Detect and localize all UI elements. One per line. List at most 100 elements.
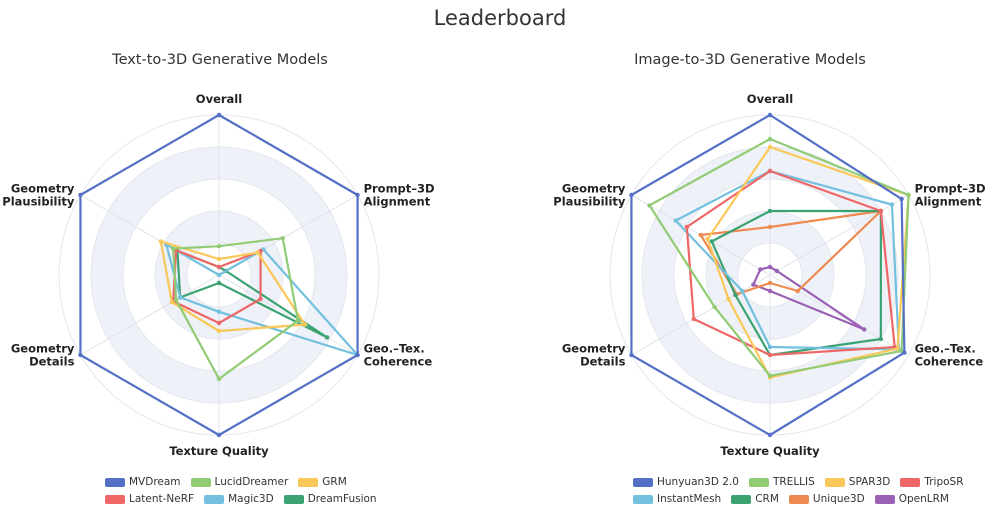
data-point[interactable] [906,192,911,198]
data-point[interactable] [302,322,308,327]
data-point[interactable] [767,112,773,118]
legend-item-crm[interactable]: CRM [731,493,779,505]
data-point[interactable] [169,300,175,305]
data-point[interactable] [158,239,164,244]
data-point[interactable] [767,288,773,294]
data-point[interactable] [767,168,773,174]
axis-label-line: Overall [747,92,793,106]
legend-item-hunyuan3d-2-0[interactable]: Hunyuan3D 2.0 [633,476,739,488]
data-point[interactable] [862,327,867,332]
legend-swatch [633,477,653,487]
data-point[interactable] [171,246,176,251]
legend-item-openlrm[interactable]: OpenLRM [874,493,949,505]
legend-item-luciddreamer[interactable]: LucidDreamer [190,476,288,488]
data-point[interactable] [751,282,756,287]
data-point[interactable] [216,376,222,382]
data-point[interactable] [216,112,222,118]
data-point[interactable] [895,346,900,351]
data-point[interactable] [355,192,360,198]
data-point[interactable] [629,352,634,358]
data-point[interactable] [712,304,717,310]
legend-item-magic3d[interactable]: Magic3D [204,493,274,505]
data-point[interactable] [295,318,301,323]
data-point[interactable] [78,192,83,198]
data-point[interactable] [78,352,83,358]
data-point[interactable] [629,192,634,198]
data-point[interactable] [709,239,715,244]
data-point[interactable] [673,218,678,223]
axis-label-line: Geometry [11,182,75,196]
data-point[interactable] [767,224,773,230]
data-point[interactable] [758,267,763,272]
legend-item-grm[interactable]: GRM [298,476,347,488]
series-grm[interactable] [158,239,308,334]
data-point[interactable] [684,224,690,230]
legend-swatch [900,477,921,487]
data-point[interactable] [767,373,773,378]
data-point[interactable] [767,136,773,142]
data-point[interactable] [216,432,222,438]
data-point[interactable] [216,256,222,262]
data-point[interactable] [767,280,773,286]
series-triposr[interactable] [684,168,897,358]
legend-item-unique3d[interactable]: Unique3D [788,493,865,505]
legend-item-trellis[interactable]: TRELLIS [748,476,815,488]
data-point[interactable] [733,292,738,298]
legend-swatch [298,477,319,487]
data-point[interactable] [178,295,183,300]
data-point[interactable] [795,288,800,294]
radar-axis-line [769,274,909,356]
legend-item-mvdream[interactable]: MVDream [105,476,181,488]
data-point[interactable] [216,320,222,326]
data-point[interactable] [767,344,773,350]
data-point[interactable] [647,203,652,208]
legend-label: TRELLIS [772,476,815,488]
data-point[interactable] [216,280,222,286]
data-point[interactable] [878,336,884,342]
data-point[interactable] [280,236,285,241]
axis-label-overall: Overall [196,92,242,106]
axis-label-geometry-details: Geometry Details [562,342,626,369]
data-point[interactable] [726,296,731,302]
data-point[interactable] [216,272,222,278]
data-point[interactable] [774,268,780,274]
legend-item-dreamfusion[interactable]: DreamFusion [283,493,377,505]
legend-item-triposr[interactable]: TripoSR [900,476,964,488]
legend-item-latent-nerf[interactable]: Latent-NeRF [105,493,194,505]
series-trellis[interactable] [647,136,911,378]
axis-label-line: Overall [196,92,242,106]
data-point[interactable] [216,264,222,270]
data-point[interactable] [216,244,222,249]
data-point[interactable] [878,208,884,214]
data-point[interactable] [767,264,773,270]
data-point[interactable] [255,250,260,255]
series-luciddreamer[interactable] [171,236,301,382]
data-point[interactable] [740,288,745,294]
legend-item-spar3d[interactable]: SPAR3D [824,476,890,488]
legend-swatch [283,494,304,504]
series-mvdream[interactable] [78,112,360,438]
data-point[interactable] [705,236,710,242]
data-point[interactable] [767,208,773,214]
data-point[interactable] [691,316,696,322]
legend-label: OpenLRM [898,493,949,505]
data-point[interactable] [216,309,222,314]
image-to-3d-legend: Hunyuan3D 2.0 TRELLIS SPAR3D TripoSR Instant… [633,476,964,510]
series-hunyuan3d-2-0[interactable] [629,112,907,438]
data-point[interactable] [767,144,773,150]
legend-item-instantmesh[interactable]: InstantMesh [633,493,721,505]
data-point[interactable] [767,352,773,358]
chart-title: Text-to-3D Generative Models [112,52,328,68]
data-point[interactable] [173,297,179,302]
data-point[interactable] [889,202,895,207]
data-point[interactable] [767,432,773,438]
data-point[interactable] [258,296,263,302]
data-point[interactable] [698,232,703,238]
series-openlrm[interactable] [751,264,867,332]
data-point[interactable] [324,335,330,340]
data-point[interactable] [216,328,222,334]
axis-label-line: Geo.–Tex. [915,342,976,356]
data-point[interactable] [355,352,360,358]
data-point[interactable] [902,350,907,355]
data-point[interactable] [899,196,904,202]
